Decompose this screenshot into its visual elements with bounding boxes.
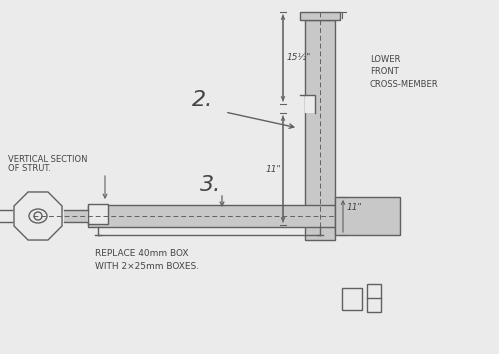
Ellipse shape (29, 209, 47, 223)
Text: 15½": 15½" (287, 53, 311, 63)
Bar (335, 197, 400, 235)
Text: OF STRUT.: OF STRUT. (8, 164, 51, 173)
Text: REPLACE 40mm BOX: REPLACE 40mm BOX (95, 249, 189, 258)
Bar (64, 210, 88, 222)
Circle shape (34, 212, 42, 220)
Text: LOWER
FRONT
CROSS-MEMBER: LOWER FRONT CROSS-MEMBER (370, 55, 439, 89)
Text: WITH 2×25mm BOXES.: WITH 2×25mm BOXES. (95, 262, 199, 271)
Text: 11": 11" (265, 165, 281, 173)
Text: 2.: 2. (192, 90, 213, 110)
Bar (88, 204, 108, 224)
Text: VERTICAL SECTION: VERTICAL SECTION (8, 155, 87, 164)
Text: 3.: 3. (200, 175, 221, 195)
Bar (88, 205, 335, 227)
Bar (300, 12, 340, 20)
Bar (305, 20, 335, 240)
Bar (305, 95, 315, 113)
Bar (367, 284, 381, 312)
Bar (342, 288, 362, 310)
Polygon shape (14, 192, 62, 240)
Text: 11": 11" (347, 203, 363, 212)
